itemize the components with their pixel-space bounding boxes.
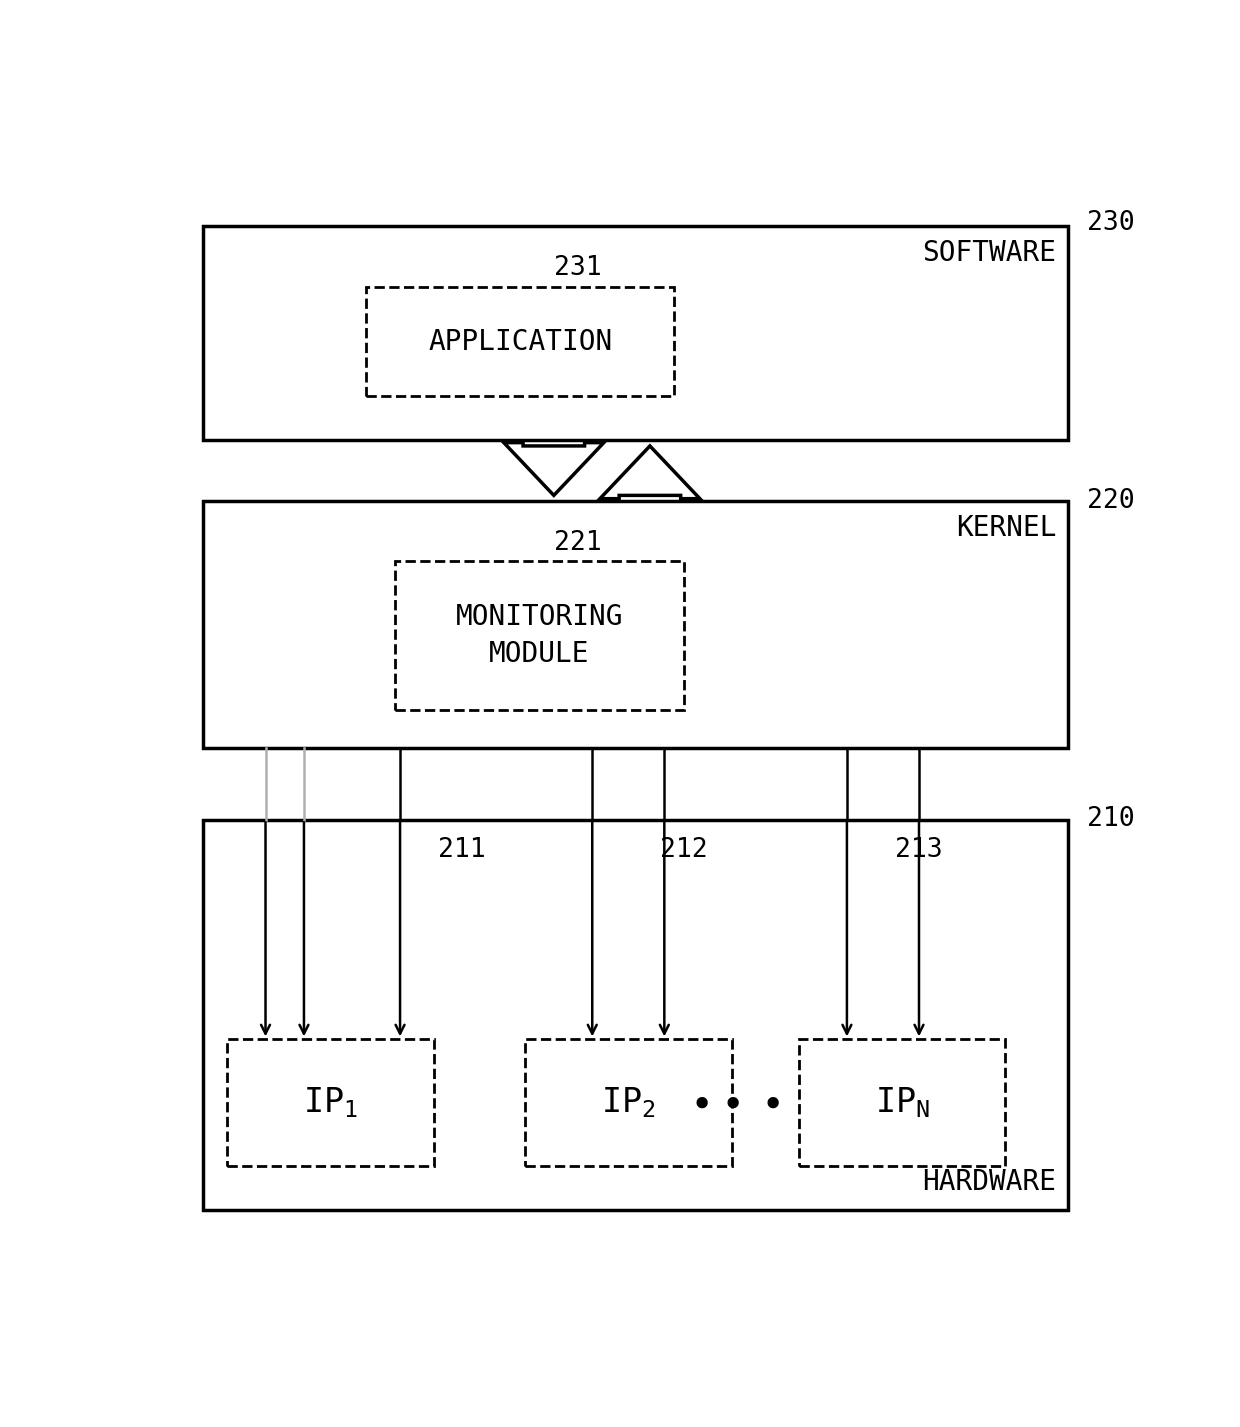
- Text: MONITORING
MODULE: MONITORING MODULE: [455, 604, 624, 668]
- Text: 211: 211: [439, 838, 486, 863]
- Text: SOFTWARE: SOFTWARE: [923, 240, 1056, 267]
- Polygon shape: [600, 445, 699, 498]
- Text: $\mathregular{IP_N}$: $\mathregular{IP_N}$: [874, 1085, 930, 1120]
- Text: 231: 231: [554, 255, 601, 281]
- Text: 210: 210: [1087, 806, 1135, 832]
- Text: APPLICATION: APPLICATION: [428, 328, 613, 355]
- Bar: [203, 501, 1068, 748]
- Text: 220: 220: [1087, 488, 1135, 514]
- Text: $\bullet\bullet\bullet$: $\bullet\bullet\bullet$: [689, 1085, 780, 1122]
- Text: 230: 230: [1087, 210, 1135, 235]
- Bar: [799, 1039, 1006, 1166]
- Bar: [396, 561, 683, 709]
- Text: 213: 213: [895, 838, 942, 863]
- Bar: [367, 287, 675, 397]
- Text: $\mathregular{IP_2}$: $\mathregular{IP_2}$: [601, 1085, 656, 1120]
- Bar: [525, 1039, 732, 1166]
- Bar: [227, 1039, 434, 1166]
- Text: $\mathregular{IP_1}$: $\mathregular{IP_1}$: [303, 1085, 358, 1120]
- Text: HARDWARE: HARDWARE: [923, 1169, 1056, 1196]
- Text: 212: 212: [660, 838, 707, 863]
- Text: KERNEL: KERNEL: [956, 514, 1056, 542]
- Polygon shape: [503, 442, 604, 495]
- Text: 221: 221: [554, 529, 601, 557]
- Bar: [203, 225, 1068, 441]
- Bar: [203, 819, 1068, 1210]
